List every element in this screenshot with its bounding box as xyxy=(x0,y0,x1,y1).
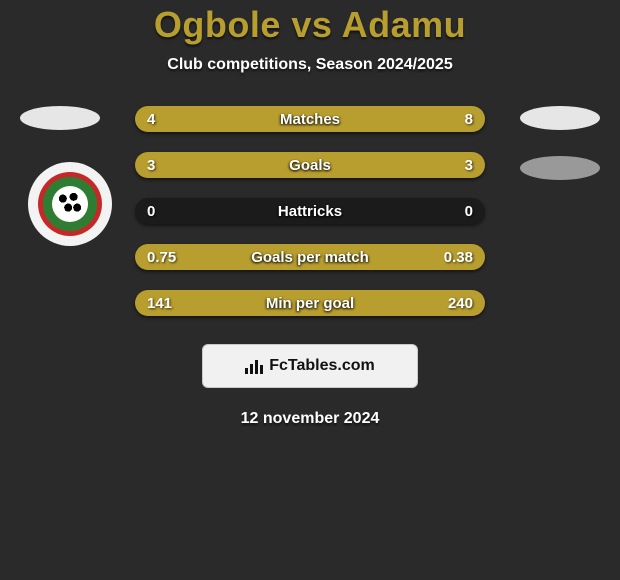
stat-value-right: 3 xyxy=(453,152,485,178)
club-badge-icon xyxy=(38,172,102,236)
stat-value-right: 240 xyxy=(436,290,485,316)
stat-label: Goals xyxy=(135,152,485,178)
player-right-logo-placeholder-2 xyxy=(520,156,600,180)
stat-bar: 141Min per goal240 xyxy=(135,290,485,316)
comparison-card: Ogbole vs Adamu Club competitions, Seaso… xyxy=(0,0,620,428)
stat-bar: 3Goals3 xyxy=(135,152,485,178)
stat-label: Min per goal xyxy=(135,290,485,316)
stat-label: Matches xyxy=(135,106,485,132)
stat-value-right: 0.38 xyxy=(432,244,485,270)
stat-value-right: 0 xyxy=(453,198,485,224)
player-right-logo-placeholder xyxy=(520,106,600,130)
attribution-badge[interactable]: FcTables.com xyxy=(202,344,418,388)
player-left-logo-placeholder xyxy=(20,106,100,130)
snapshot-date: 12 november 2024 xyxy=(0,410,620,428)
page-subtitle: Club competitions, Season 2024/2025 xyxy=(0,56,620,74)
bar-chart-icon xyxy=(245,358,265,374)
stat-bar: 0Hattricks0 xyxy=(135,198,485,224)
club-badge xyxy=(28,162,112,246)
stat-bar: 0.75Goals per match0.38 xyxy=(135,244,485,270)
stats-area: 4Matches8 3Goals3 0Hattricks0 0.75Goals per… xyxy=(0,106,620,316)
stat-bar: 4Matches8 xyxy=(135,106,485,132)
attribution-text: FcTables.com xyxy=(269,357,375,375)
stat-value-right: 8 xyxy=(453,106,485,132)
stat-label: Hattricks xyxy=(135,198,485,224)
page-title: Ogbole vs Adamu xyxy=(0,4,620,46)
stat-bars: 4Matches8 3Goals3 0Hattricks0 0.75Goals per… xyxy=(135,106,485,316)
